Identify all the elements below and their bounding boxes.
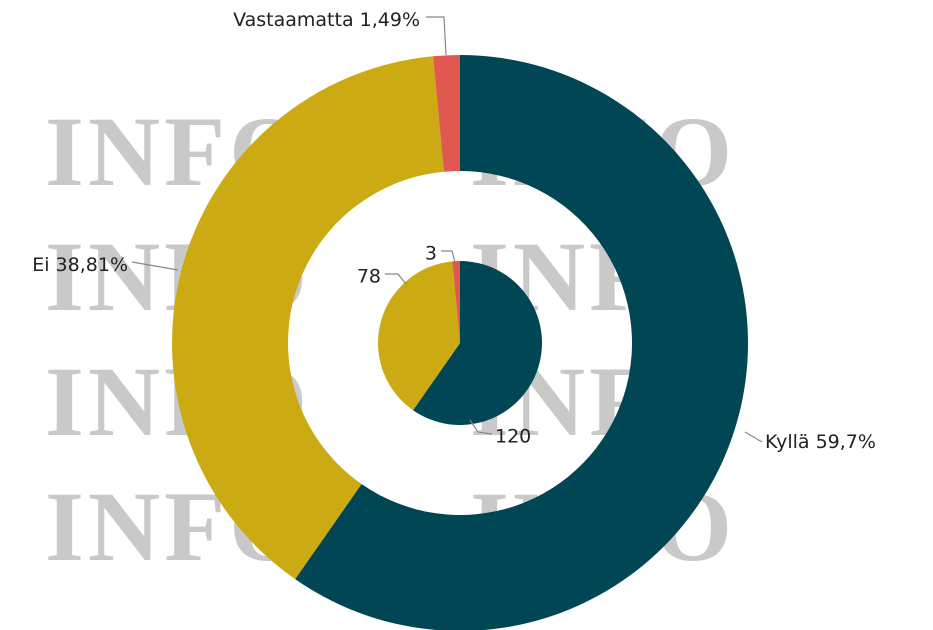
category-label: Vastaamatta <box>233 9 354 31</box>
donut-slice <box>433 55 460 172</box>
value-label: 1,49% <box>360 9 420 31</box>
pie-slice <box>413 261 543 425</box>
leader-line <box>469 419 493 435</box>
leader-line <box>426 16 447 56</box>
donut-slice <box>172 56 444 580</box>
category-label: Ei <box>32 254 49 276</box>
value-label: 78 <box>357 266 381 288</box>
leader-line <box>441 250 456 263</box>
slice-label: Kyllä 59,7% <box>765 431 876 453</box>
leader-line <box>385 273 407 285</box>
pie-slice <box>378 261 460 411</box>
leader-line <box>744 431 763 443</box>
value-label: 59,7% <box>816 431 876 453</box>
pie-slice <box>452 261 460 343</box>
value-label: 38,81% <box>56 254 128 276</box>
value-label: 3 <box>425 243 437 265</box>
category-label: Kyllä <box>765 431 810 453</box>
leader-line <box>131 261 179 271</box>
value-label: 120 <box>495 426 531 448</box>
slice-label: Ei 38,81% <box>32 254 128 276</box>
slice-label: Vastaamatta 1,49% <box>233 9 420 31</box>
donut-slice <box>295 55 748 630</box>
